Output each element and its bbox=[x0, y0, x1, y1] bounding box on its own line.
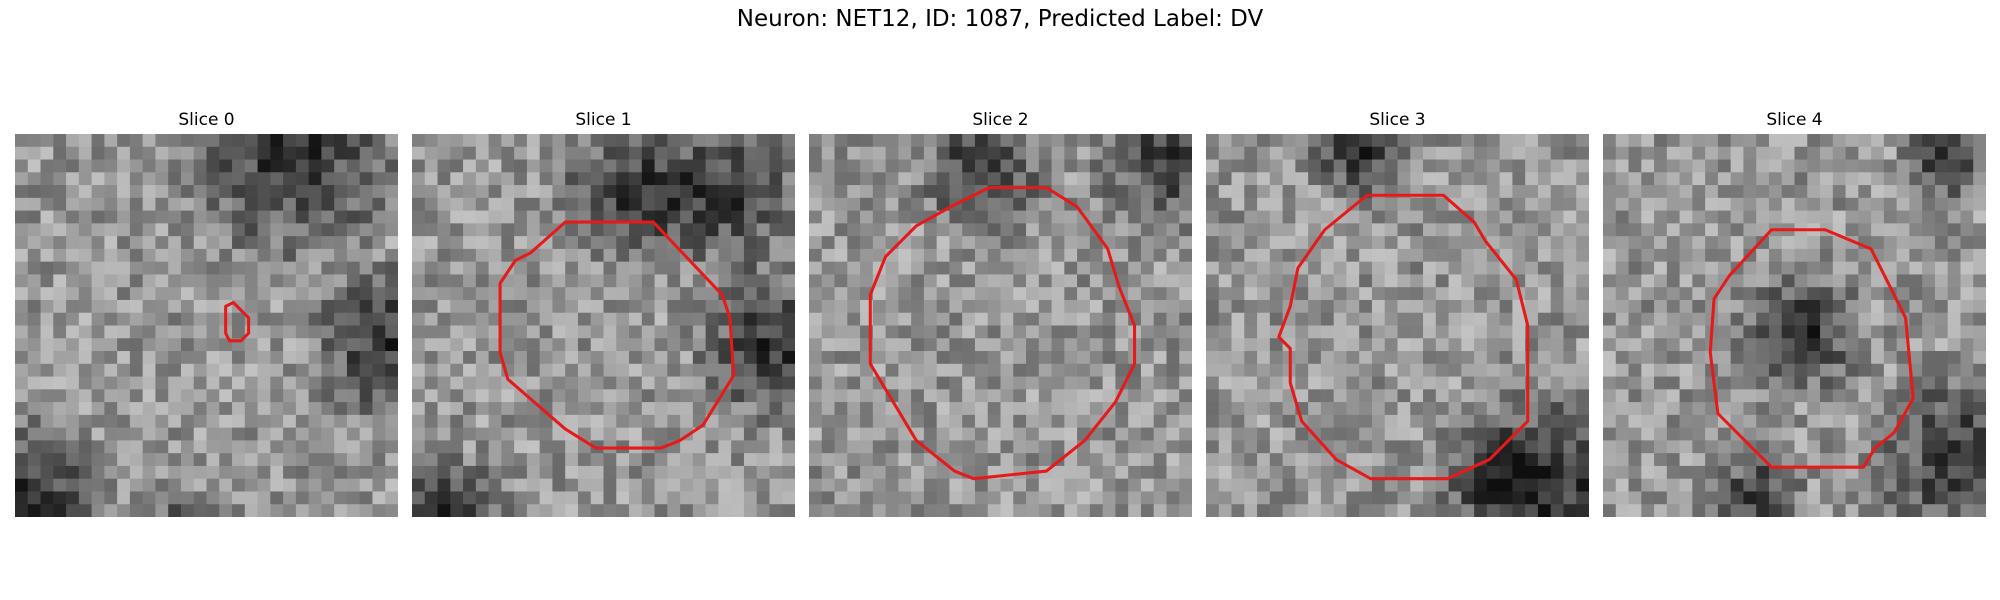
slice-title: Slice 2 bbox=[972, 110, 1029, 130]
segmentation-contour bbox=[1708, 228, 1915, 469]
segmentation-contour bbox=[224, 300, 251, 343]
slice-image bbox=[1206, 134, 1589, 517]
slice-image bbox=[1603, 134, 1986, 517]
segmentation-contour bbox=[498, 220, 736, 450]
segmentation-contour bbox=[1277, 193, 1530, 481]
slice-panel-1: Slice 1 bbox=[412, 108, 795, 517]
slice-panel-4: Slice 4 bbox=[1603, 108, 1986, 517]
slice-title: Slice 0 bbox=[178, 110, 235, 130]
slice-panel-2: Slice 2 bbox=[809, 108, 1192, 517]
slice-title: Slice 4 bbox=[1766, 110, 1823, 130]
figure-title: Neuron: NET12, ID: 1087, Predicted Label… bbox=[736, 6, 1264, 32]
slice-image bbox=[412, 134, 795, 517]
segmentation-contour bbox=[868, 186, 1137, 481]
slice-panel-0: Slice 0 bbox=[15, 108, 398, 517]
slice-image bbox=[809, 134, 1192, 517]
slice-panel-3: Slice 3 bbox=[1206, 108, 1589, 517]
slice-title: Slice 3 bbox=[1369, 110, 1426, 130]
slice-title: Slice 1 bbox=[575, 110, 632, 130]
slice-image bbox=[15, 134, 398, 517]
